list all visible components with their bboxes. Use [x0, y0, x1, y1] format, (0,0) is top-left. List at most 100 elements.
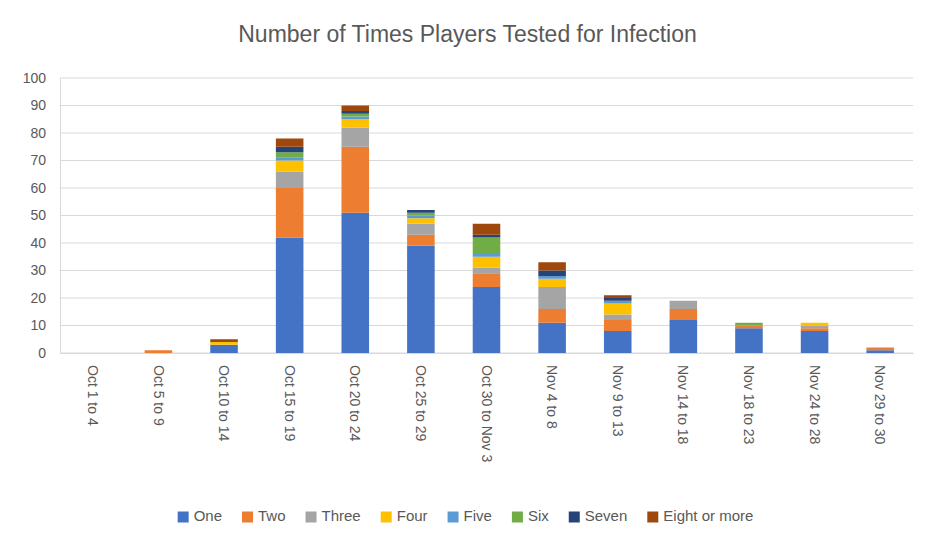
bar-segment: [670, 300, 698, 301]
y-tick-label: 80: [30, 125, 46, 141]
x-tick: Oct 10 to 14: [216, 353, 232, 441]
legend-item: Six: [512, 507, 549, 524]
x-tick: Oct 20 to 24: [347, 353, 363, 441]
y-tick: 90: [30, 97, 60, 113]
bar-segment: [473, 287, 501, 353]
plot-area: 0102030405060708090100Oct 1 to 4Oct 5 to…: [23, 70, 914, 463]
bar-segment: [866, 347, 894, 348]
bar-segment: [79, 353, 107, 354]
bar-segment: [670, 320, 698, 353]
x-tick: Nov 4 to 8: [544, 353, 560, 429]
x-tick-label: Nov 4 to 8: [544, 365, 560, 429]
bar-segment: [79, 353, 107, 354]
x-tick-label: Oct 15 to 19: [282, 365, 298, 441]
bar-segment: [538, 323, 566, 353]
x-tick: Nov 9 to 13: [610, 353, 626, 437]
legend-swatch: [242, 512, 253, 523]
x-tick-label: Nov 24 to 28: [807, 365, 823, 445]
y-tick: 10: [30, 317, 60, 333]
x-tick-label: Nov 14 to 18: [675, 365, 691, 445]
series: [276, 114, 763, 326]
bar-segment: [145, 350, 173, 351]
bar-segment: [473, 273, 501, 287]
bar-segment: [866, 347, 894, 348]
legend-label: Four: [397, 507, 428, 524]
x-tick: Nov 29 to 30: [872, 353, 888, 445]
x-axis-line: [61, 353, 914, 354]
bar-segment: [473, 235, 501, 238]
bar-segment: [801, 322, 829, 323]
bar-segment: [670, 300, 698, 301]
x-tick-label: Oct 5 to 9: [151, 365, 167, 426]
y-tick: 30: [30, 262, 60, 278]
bar-segment: [735, 322, 763, 323]
bar-segment: [735, 328, 763, 353]
bar-segment: [341, 106, 369, 112]
y-tick: 100: [23, 70, 60, 86]
legend: OneTwoThreeFourFiveSixSevenEight or more: [178, 507, 754, 524]
bar-segment: [604, 295, 632, 298]
y-tick-label: 0: [38, 345, 46, 361]
legend-item: One: [178, 507, 222, 524]
bar-segment: [866, 350, 894, 353]
bar-segment: [276, 188, 304, 238]
bar-segment: [538, 262, 566, 270]
bar-segment: [604, 315, 632, 321]
series: [210, 106, 631, 343]
bar-segment: [341, 128, 369, 147]
x-tick-label: Oct 10 to 14: [216, 365, 232, 441]
series: [276, 128, 828, 329]
bar-segment: [407, 213, 435, 216]
y-tick-label: 60: [30, 180, 46, 196]
bar-segment: [276, 147, 304, 153]
bar-segment: [473, 257, 501, 268]
bar-segment: [538, 309, 566, 323]
chart-title: Number of Times Players Tested for Infec…: [238, 21, 697, 47]
bar-segment: [79, 353, 107, 354]
x-tick-label: Nov 9 to 13: [610, 365, 626, 437]
bar-segment: [866, 347, 894, 348]
bar-segment: [473, 254, 501, 257]
y-tick-label: 90: [30, 97, 46, 113]
bar-segment: [735, 322, 763, 323]
grid-line: [60, 188, 913, 189]
bar-segment: [670, 301, 698, 309]
legend-label: Three: [322, 507, 361, 524]
bar-segment: [801, 323, 829, 326]
bar-segment: [407, 216, 435, 219]
bar-segment: [341, 119, 369, 127]
grid-line: [60, 215, 913, 216]
y-axis: 0102030405060708090100: [23, 70, 61, 361]
legend-swatch: [178, 512, 189, 523]
bar-segment: [407, 235, 435, 246]
bar-segment: [276, 152, 304, 158]
x-tick-label: Nov 29 to 30: [872, 365, 888, 445]
y-tick: 20: [30, 290, 60, 306]
grid-line: [60, 78, 913, 79]
legend-item: Two: [242, 507, 286, 524]
bar-segment: [473, 238, 501, 255]
x-tick: Oct 25 to 29: [413, 353, 429, 441]
bar-segment: [538, 279, 566, 287]
x-tick: Oct 5 to 9: [151, 353, 167, 426]
bar-segment: [145, 350, 173, 351]
bar-segment: [735, 326, 763, 329]
series: [276, 111, 632, 301]
legend-swatch: [512, 512, 523, 523]
bar-segment: [341, 147, 369, 213]
legend-label: Eight or more: [663, 507, 753, 524]
legend-label: Seven: [585, 507, 628, 524]
y-tick-label: 10: [30, 317, 46, 333]
bar-segment: [276, 238, 304, 354]
bar-segment: [407, 210, 435, 213]
bar-segment: [341, 213, 369, 353]
bar-segment: [407, 210, 435, 211]
bar-segment: [276, 158, 304, 161]
x-tick: Oct 15 to 19: [282, 353, 298, 441]
bar-segment: [538, 287, 566, 309]
legend-item: Four: [381, 507, 428, 524]
bar-segment: [79, 353, 107, 354]
y-tick: 80: [30, 125, 60, 141]
bar-segment: [79, 353, 107, 354]
bar-segment: [866, 347, 894, 348]
